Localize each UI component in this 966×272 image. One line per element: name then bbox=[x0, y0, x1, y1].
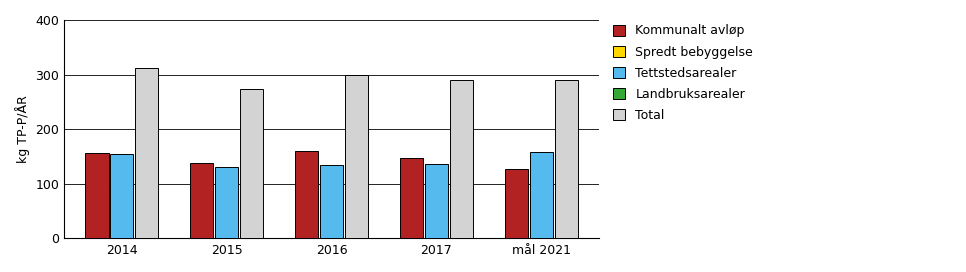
Bar bbox=[295, 151, 318, 239]
Bar bbox=[135, 68, 158, 239]
Bar bbox=[110, 154, 133, 239]
Bar bbox=[345, 75, 368, 239]
Bar bbox=[241, 89, 263, 239]
Bar bbox=[425, 164, 448, 239]
Legend: Kommunalt avløp, Spredt bebyggelse, Tettstedsarealer, Landbruksarealer, Total: Kommunalt avløp, Spredt bebyggelse, Tett… bbox=[611, 22, 755, 124]
Bar bbox=[504, 169, 527, 239]
Bar bbox=[320, 165, 343, 239]
Bar bbox=[400, 158, 423, 239]
Bar bbox=[215, 167, 239, 239]
Y-axis label: kg TP-P/ÅR: kg TP-P/ÅR bbox=[15, 95, 30, 163]
Bar bbox=[554, 79, 578, 239]
Bar bbox=[85, 153, 108, 239]
Bar bbox=[529, 152, 553, 239]
Bar bbox=[190, 163, 213, 239]
Bar bbox=[450, 80, 472, 239]
